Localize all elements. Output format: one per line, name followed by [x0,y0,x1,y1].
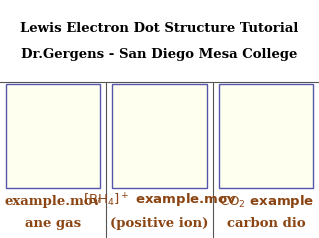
Bar [6,84,100,188]
Bar [219,84,313,188]
Bar [112,84,207,188]
Text: Dr.Gergens - San Diego Mesa College: Dr.Gergens - San Diego Mesa College [21,48,298,61]
Text: Lewis Electron Dot Structure Tutorial: Lewis Electron Dot Structure Tutorial [20,22,299,35]
Text: $[\mathrm{BH}_4]^+$ example.mov: $[\mathrm{BH}_4]^+$ example.mov [83,192,236,210]
Text: $\mathrm{CO}_2$ example: $\mathrm{CO}_2$ example [219,193,314,210]
Text: (positive ion): (positive ion) [110,217,209,230]
Text: example.mov: example.mov [4,195,101,208]
Text: carbon dio: carbon dio [227,217,306,230]
Text: ane gas: ane gas [25,217,81,230]
